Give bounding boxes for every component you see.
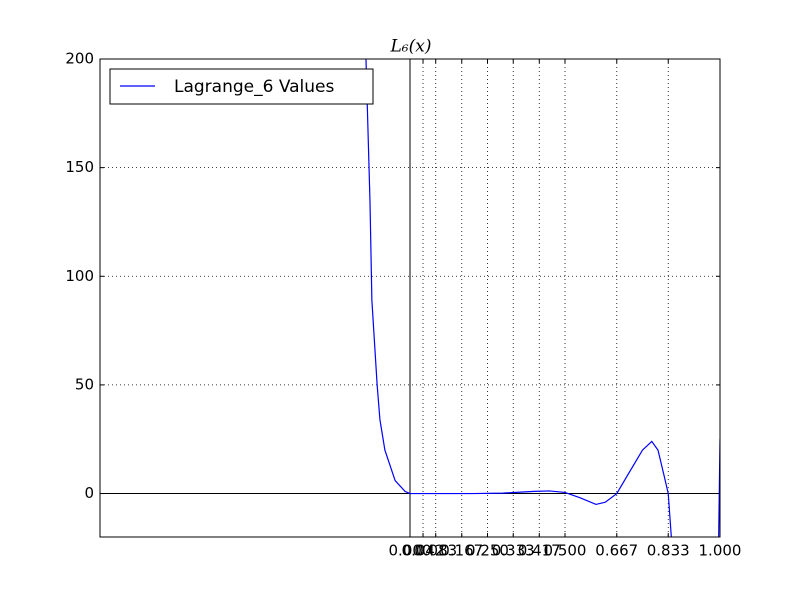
x-tick-label: 0.667 bbox=[595, 542, 638, 560]
legend-label: Lagrange_6 Values bbox=[174, 77, 335, 97]
x-tick-label: 0.083 bbox=[414, 542, 457, 560]
x-tick-label: 1.000 bbox=[699, 542, 742, 560]
x-tick-label: 0.167 bbox=[440, 542, 483, 560]
x-tick-label: 0.250 bbox=[466, 542, 509, 560]
plot-area bbox=[365, 59, 720, 537]
x-tick-label: 0.417 bbox=[518, 542, 561, 560]
y-tick-label: 150 bbox=[65, 158, 94, 176]
y-tick-label: 0 bbox=[84, 484, 94, 502]
y-tick-label: 100 bbox=[65, 267, 94, 285]
x-tick-label: 0.833 bbox=[647, 542, 690, 560]
chart-title: L₆(x) bbox=[390, 37, 432, 57]
y-tick-label: 50 bbox=[75, 375, 94, 393]
x-tick-label: 0.333 bbox=[492, 542, 535, 560]
x-tick-label: 0.000 bbox=[389, 542, 432, 560]
data-line bbox=[365, 59, 720, 537]
x-tick-label: 0.500 bbox=[544, 542, 587, 560]
x-tick-label: 0.042 bbox=[402, 542, 445, 560]
plot-frame bbox=[99, 58, 721, 538]
y-tick-label: 200 bbox=[65, 50, 94, 68]
